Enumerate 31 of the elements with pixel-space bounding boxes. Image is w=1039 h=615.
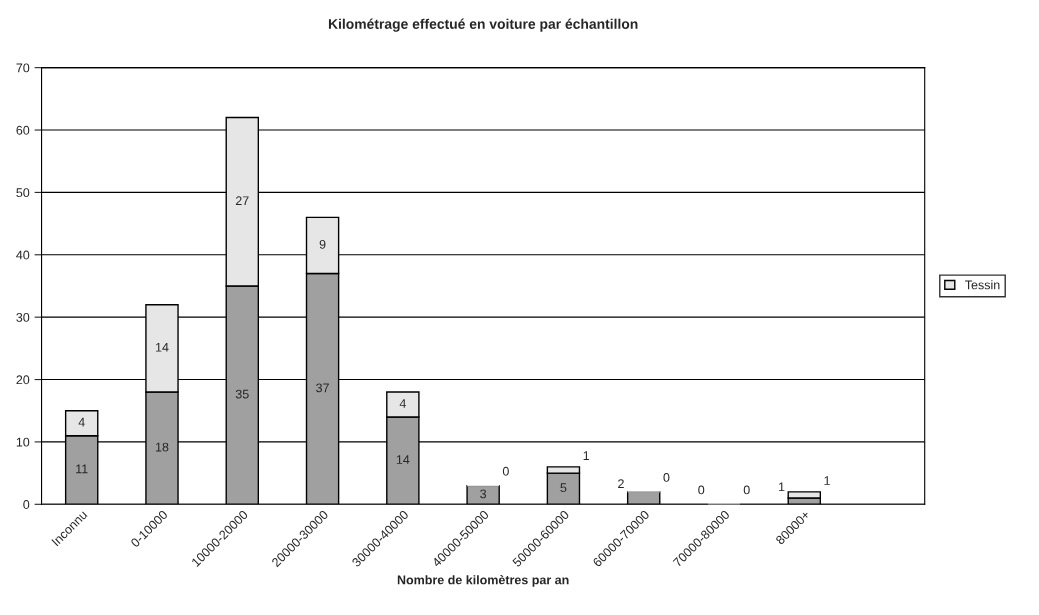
data-label: 14: [396, 455, 410, 464]
data-label: 4: [399, 399, 406, 408]
data-label: 35: [235, 389, 249, 399]
data-label: 11: [76, 464, 88, 474]
data-label: 3: [480, 489, 487, 499]
data-label: 1: [583, 451, 590, 460]
data-label: 0: [663, 473, 670, 482]
y-tick-label: 10: [16, 437, 30, 447]
data-label: 0: [502, 466, 509, 476]
chart-title: Kilométrage effectué en voiture par échantillon: [328, 18, 638, 32]
x-axis-title: Nombre de kilomètres par an: [397, 575, 569, 587]
y-tick-label: 20: [16, 375, 30, 385]
data-label: 4: [78, 417, 85, 427]
data-label: 5: [560, 483, 567, 493]
y-tick-label: 40: [16, 250, 30, 260]
data-label: 9: [319, 239, 326, 249]
data-label: 0: [698, 485, 705, 495]
data-label: 1: [779, 482, 785, 492]
data-label: 37: [316, 383, 329, 393]
data-label: 0: [743, 485, 750, 495]
data-label: 1: [824, 476, 830, 485]
data-label: 14: [155, 342, 169, 352]
data-label: 2: [618, 479, 624, 488]
y-tick-label: 60: [16, 125, 30, 135]
legend-label: Tessin: [965, 280, 1000, 290]
data-label: 27: [235, 196, 249, 205]
y-tick-label: 0: [23, 500, 30, 509]
y-tick-label: 50: [16, 188, 30, 198]
y-tick-label: 70: [16, 63, 30, 73]
data-label: 18: [155, 442, 169, 452]
y-tick-label: 30: [16, 312, 30, 322]
